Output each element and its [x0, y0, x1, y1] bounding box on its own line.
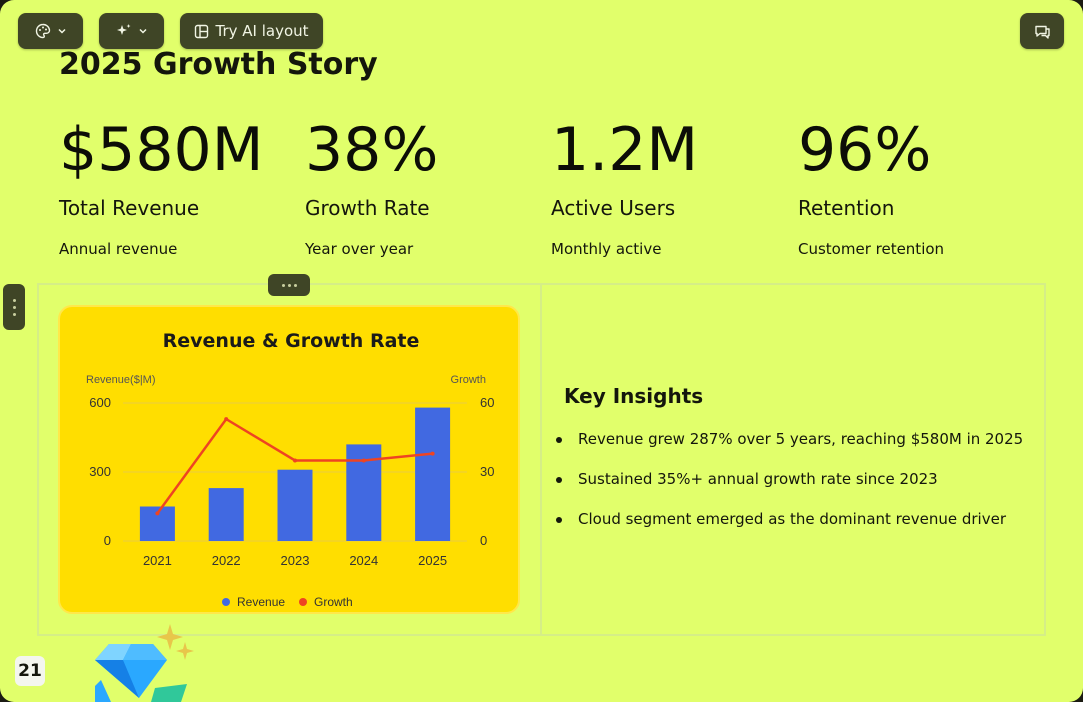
stat-sublabel: Customer retention	[798, 240, 945, 258]
legend-marker-growth	[299, 598, 307, 606]
y-tick-label: 0	[104, 533, 111, 548]
insight-item[interactable]: Sustained 35%+ annual growth rate since …	[556, 470, 1023, 510]
legend-label-revenue: Revenue	[237, 595, 285, 609]
diamond-sparkle-icon	[95, 624, 194, 702]
x-tick-label: 2022	[212, 553, 241, 568]
x-tick-label: 2023	[281, 553, 310, 568]
stat-label: Retention	[798, 196, 895, 220]
ai-tools-button[interactable]	[99, 13, 164, 49]
x-tick-label: 2021	[143, 553, 172, 568]
stat-growth-rate[interactable]: 38% Growth Rate Year over year	[305, 110, 545, 258]
stat-sublabel: Year over year	[305, 240, 414, 258]
stat-label: Active Users	[551, 196, 676, 220]
y2-tick-label: 30	[480, 464, 494, 479]
growth-point	[224, 417, 229, 422]
legend-label-growth: Growth	[314, 595, 353, 609]
y-axis-label: Revenue($|M)	[86, 374, 156, 386]
comment-icon	[1034, 25, 1050, 39]
row-drag-handle[interactable]	[3, 284, 25, 330]
y-tick-label: 600	[89, 395, 111, 410]
revenue-bar	[415, 407, 451, 541]
chart-title: Revenue & Growth Rate	[163, 330, 420, 352]
theme-button[interactable]	[18, 13, 83, 49]
growth-point	[430, 451, 435, 456]
x-tick-label: 2025	[418, 553, 447, 568]
y2-tick-label: 60	[480, 395, 494, 410]
stat-value: 38%	[305, 115, 439, 185]
stat-sublabel: Annual revenue	[59, 240, 178, 258]
y2-tick-label: 0	[480, 533, 487, 548]
stat-label: Total Revenue	[59, 196, 200, 220]
y-tick-label: 300	[89, 464, 111, 479]
try-ai-layout-label: Try AI layout	[215, 22, 309, 40]
chart-card[interactable]: Revenue & Growth Rate Revenue($|M) Growth 0…	[58, 305, 520, 614]
block-drag-handle[interactable]	[268, 274, 310, 296]
layout-icon	[195, 24, 209, 38]
insights-list: Revenue grew 287% over 5 years, reaching…	[556, 430, 1023, 550]
stat-sublabel: Monthly active	[551, 240, 662, 258]
comments-button[interactable]	[1020, 13, 1064, 49]
stat-label: Growth Rate	[305, 196, 430, 220]
palette-icon	[35, 23, 50, 39]
revenue-bar	[277, 469, 313, 541]
insights-title[interactable]: Key Insights	[564, 384, 704, 408]
page-number-badge[interactable]: 21	[15, 656, 45, 686]
slide-title[interactable]: 2025 Growth Story	[59, 47, 378, 82]
stat-retention[interactable]: 96% Retention Customer retention	[798, 110, 1038, 258]
stat-value: $580M	[59, 115, 264, 185]
insight-item[interactable]: Revenue grew 287% over 5 years, reaching…	[556, 430, 1023, 470]
sparkle-icon	[116, 24, 130, 35]
revenue-growth-chart: Revenue & Growth Rate Revenue($|M) Growth 0…	[86, 330, 494, 609]
x-tick-label: 2024	[349, 553, 378, 568]
growth-point	[155, 511, 160, 516]
stat-total-revenue[interactable]: $580M Total Revenue Annual revenue	[59, 110, 299, 258]
growth-point	[293, 458, 297, 463]
revenue-bar	[208, 488, 244, 541]
chevron-down-icon	[57, 28, 66, 34]
growth-point	[361, 458, 366, 463]
try-ai-layout-button[interactable]: Try AI layout	[180, 13, 323, 49]
stat-value: 96%	[798, 115, 932, 185]
y2-axis-label: Growth	[451, 374, 486, 386]
insight-item[interactable]: Cloud segment emerged as the dominant re…	[556, 510, 1023, 550]
chevron-down-icon	[138, 28, 147, 34]
column-divider	[540, 283, 542, 636]
legend-marker-revenue	[222, 598, 230, 606]
stat-value: 1.2M	[551, 115, 699, 185]
stat-active-users[interactable]: 1.2M Active Users Monthly active	[551, 110, 791, 258]
